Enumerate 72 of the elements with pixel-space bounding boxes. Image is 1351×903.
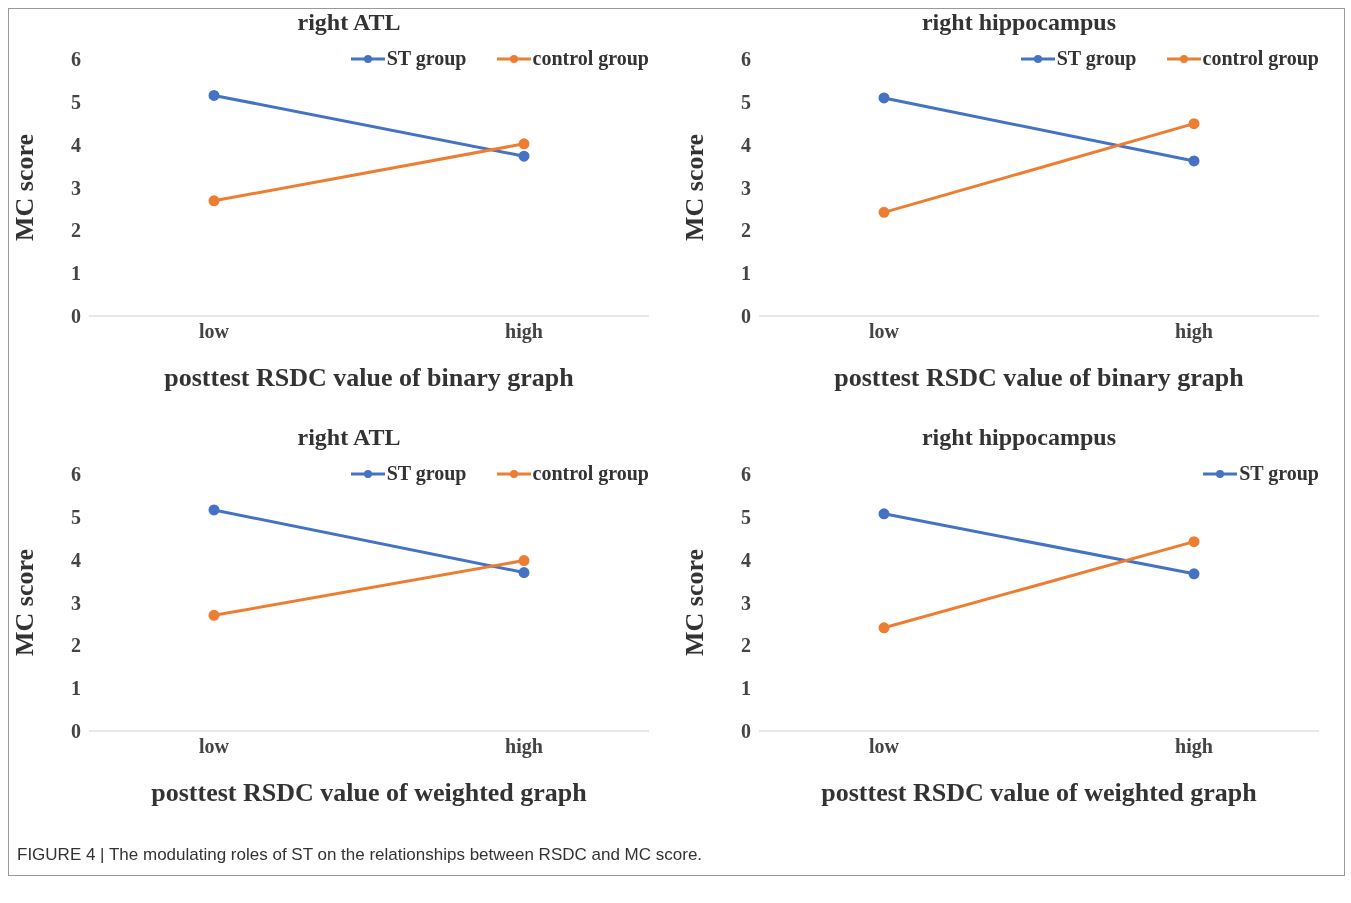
x-tick-label: high	[505, 735, 543, 759]
y-tick-label: 6	[71, 463, 81, 486]
y-tick-label: 3	[741, 591, 751, 614]
chart-title: right ATL	[296, 424, 402, 452]
y-tick-label: 4	[71, 548, 81, 571]
y-tick-label: 2	[741, 219, 751, 242]
legend-label: control group	[532, 462, 649, 485]
point	[208, 195, 220, 207]
x-tick-label: low	[869, 320, 900, 343]
y-tick-label: 0	[71, 720, 81, 743]
y-tick-label: 3	[71, 176, 81, 199]
x-axis-title: posttest RSDC value of weighted graph	[821, 778, 1258, 807]
point	[878, 622, 890, 634]
point	[1188, 155, 1200, 167]
y-tick-label: 4	[71, 133, 81, 156]
legend-label: control group	[1202, 47, 1319, 70]
legend-label: control group	[532, 47, 649, 70]
y-axis-title: MC score	[10, 548, 40, 657]
y-tick-label: 5	[71, 90, 81, 113]
y-tick-label: 0	[741, 720, 751, 743]
y-tick-label: 5	[741, 505, 751, 528]
y-tick-label: 0	[741, 305, 751, 328]
chart-title: right ATL	[296, 9, 402, 37]
chart-title: right hippocampus	[920, 424, 1118, 452]
x-tick-label: low	[869, 735, 900, 758]
point	[878, 92, 890, 104]
chart-title: right hippocampus	[920, 9, 1118, 37]
y-tick-label: 6	[741, 463, 751, 486]
x-axis-title: posttest RSDC value of binary graph	[164, 363, 575, 392]
x-axis-title: posttest RSDC value of binary graph	[834, 363, 1245, 392]
x-tick-label: high	[1175, 320, 1213, 344]
point	[1188, 118, 1200, 130]
point	[878, 206, 890, 218]
point	[518, 567, 530, 579]
point	[518, 555, 530, 567]
y-tick-label: 1	[741, 677, 751, 700]
y-tick-label: 1	[71, 262, 81, 285]
x-tick-label: low	[199, 735, 230, 758]
caption: FIGURE 4 | The modulating roles of ST on the relationships between RSDC and MC score.	[16, 844, 704, 866]
x-tick-label: high	[505, 320, 543, 344]
x-tick-label: low	[199, 320, 230, 343]
y-tick-label: 3	[71, 591, 81, 614]
point	[1188, 536, 1200, 548]
y-tick-label: 2	[71, 219, 81, 242]
y-axis-title: MC score	[680, 133, 710, 242]
y-tick-label: 0	[71, 305, 81, 328]
legend-label: ST group	[1056, 47, 1137, 70]
point	[1188, 568, 1200, 580]
point	[518, 138, 530, 150]
y-tick-label: 1	[71, 677, 81, 700]
point	[208, 504, 220, 516]
point	[208, 609, 220, 621]
y-tick-label: 2	[741, 634, 751, 657]
y-tick-label: 4	[741, 548, 751, 571]
y-axis-title: MC score	[10, 133, 40, 242]
x-axis-title: posttest RSDC value of weighted graph	[151, 778, 588, 807]
y-tick-label: 5	[741, 90, 751, 113]
legend-label: ST group	[1239, 462, 1319, 485]
y-tick-label: 3	[741, 176, 751, 199]
legend-label: ST group	[386, 47, 467, 70]
point	[518, 150, 530, 162]
y-axis-title: MC score	[680, 548, 710, 657]
y-tick-label: 2	[71, 634, 81, 657]
legend-label: ST group	[386, 462, 467, 485]
y-tick-label: 4	[741, 133, 751, 156]
x-tick-label: high	[1175, 735, 1213, 759]
point	[208, 89, 220, 101]
y-tick-label: 1	[741, 262, 751, 285]
y-tick-label: 6	[71, 48, 81, 71]
point	[878, 508, 890, 520]
y-tick-label: 5	[71, 505, 81, 528]
y-tick-label: 6	[741, 48, 751, 71]
